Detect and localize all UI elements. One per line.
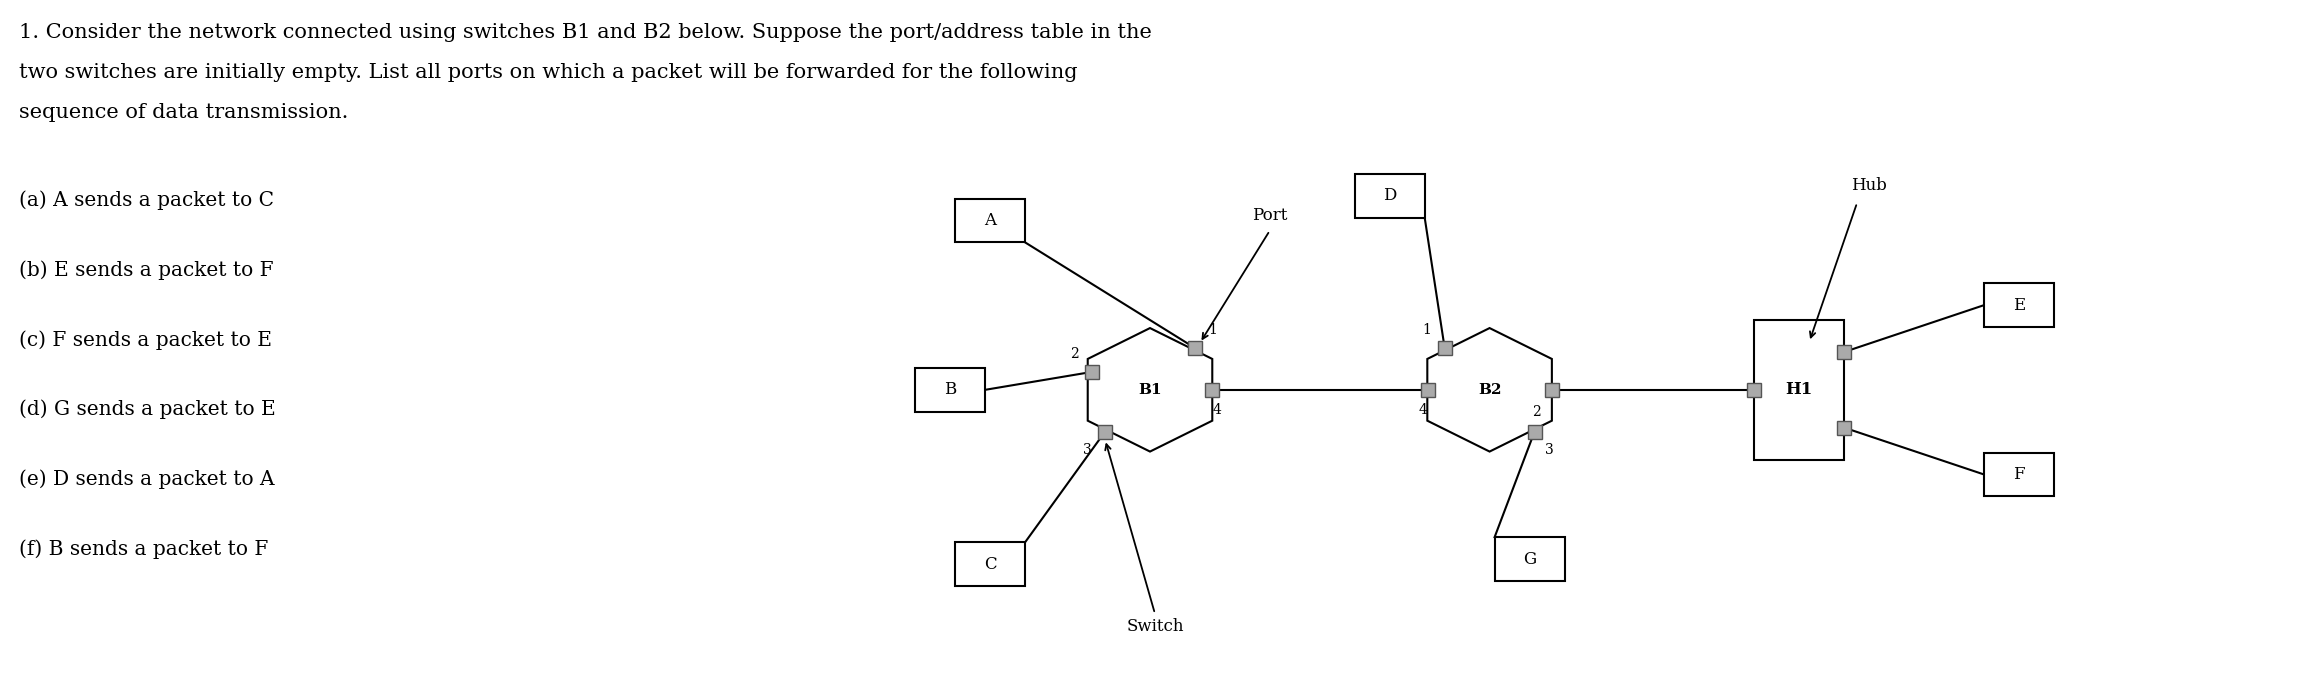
Bar bbox=[1527, 424, 1540, 439]
Bar bbox=[1098, 424, 1111, 439]
Text: B: B bbox=[943, 381, 957, 398]
Bar bbox=[1755, 320, 1845, 460]
Bar bbox=[1545, 383, 1559, 397]
Text: E: E bbox=[2013, 297, 2025, 314]
Text: Port: Port bbox=[1252, 207, 1287, 224]
Text: F: F bbox=[2013, 466, 2025, 483]
Text: two switches are initially empty. List all ports on which a packet will be forwa: two switches are initially empty. List a… bbox=[18, 63, 1077, 82]
Text: B1: B1 bbox=[1139, 383, 1162, 397]
Text: 1: 1 bbox=[1423, 323, 1432, 337]
Text: 2: 2 bbox=[1531, 405, 1540, 419]
Text: G: G bbox=[1522, 550, 1536, 568]
Text: 3: 3 bbox=[1084, 442, 1091, 457]
Bar bbox=[1983, 283, 2055, 327]
Text: (f) B sends a packet to F: (f) B sends a packet to F bbox=[18, 539, 270, 559]
Bar bbox=[1420, 383, 1434, 397]
Bar bbox=[1354, 173, 1425, 217]
Text: Switch: Switch bbox=[1125, 619, 1183, 635]
Text: sequence of data transmission.: sequence of data transmission. bbox=[18, 103, 348, 122]
Text: 4: 4 bbox=[1418, 402, 1427, 417]
Text: 4: 4 bbox=[1213, 402, 1222, 417]
Text: 2: 2 bbox=[1070, 347, 1079, 361]
Bar bbox=[1086, 365, 1100, 379]
Bar bbox=[1838, 420, 1852, 435]
Text: Hub: Hub bbox=[1852, 177, 1886, 194]
Bar bbox=[1206, 383, 1220, 397]
Bar bbox=[1748, 383, 1762, 397]
Polygon shape bbox=[1427, 328, 1552, 451]
Text: (d) G sends a packet to E: (d) G sends a packet to E bbox=[18, 400, 277, 420]
Bar bbox=[1838, 345, 1852, 359]
Polygon shape bbox=[1088, 328, 1213, 451]
Text: 1. Consider the network connected using switches B1 and B2 below. Suppose the po: 1. Consider the network connected using … bbox=[18, 23, 1153, 42]
Bar bbox=[955, 542, 1026, 586]
Text: (c) F sends a packet to E: (c) F sends a packet to E bbox=[18, 330, 272, 350]
Text: B2: B2 bbox=[1478, 383, 1501, 397]
Bar bbox=[1188, 341, 1201, 355]
Text: C: C bbox=[985, 556, 996, 572]
Text: A: A bbox=[985, 212, 996, 229]
Text: 3: 3 bbox=[1545, 442, 1554, 457]
Bar bbox=[1437, 341, 1453, 355]
Text: (e) D sends a packet to A: (e) D sends a packet to A bbox=[18, 469, 274, 489]
Text: (b) E sends a packet to F: (b) E sends a packet to F bbox=[18, 260, 274, 280]
Bar bbox=[1983, 453, 2055, 496]
Bar bbox=[1494, 537, 1563, 581]
Text: D: D bbox=[1384, 187, 1397, 204]
Text: H1: H1 bbox=[1785, 381, 1813, 398]
Bar bbox=[915, 368, 985, 411]
Text: (a) A sends a packet to C: (a) A sends a packet to C bbox=[18, 191, 274, 211]
Text: 1: 1 bbox=[1208, 323, 1218, 337]
Bar bbox=[955, 199, 1026, 242]
